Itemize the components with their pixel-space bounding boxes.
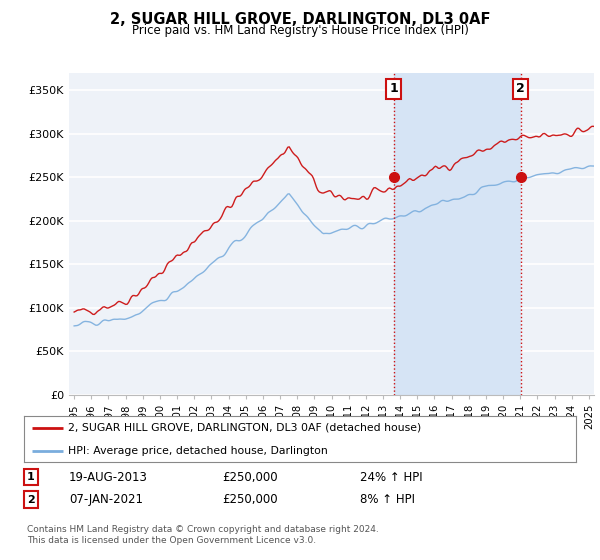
Text: HPI: Average price, detached house, Darlington: HPI: Average price, detached house, Darl…	[68, 446, 328, 455]
Text: £250,000: £250,000	[222, 493, 278, 506]
Text: 2, SUGAR HILL GROVE, DARLINGTON, DL3 0AF (detached house): 2, SUGAR HILL GROVE, DARLINGTON, DL3 0AF…	[68, 423, 421, 432]
Text: 2: 2	[27, 494, 35, 505]
Text: 2, SUGAR HILL GROVE, DARLINGTON, DL3 0AF: 2, SUGAR HILL GROVE, DARLINGTON, DL3 0AF	[110, 12, 490, 27]
Bar	[394, 73, 521, 395]
Text: 1: 1	[27, 472, 35, 482]
Text: 8% ↑ HPI: 8% ↑ HPI	[360, 493, 415, 506]
Text: Contains HM Land Registry data © Crown copyright and database right 2024.
This d: Contains HM Land Registry data © Crown c…	[27, 525, 379, 545]
Text: 2: 2	[516, 82, 525, 95]
Text: Price paid vs. HM Land Registry's House Price Index (HPI): Price paid vs. HM Land Registry's House …	[131, 24, 469, 36]
Text: 19-AUG-2013: 19-AUG-2013	[69, 470, 148, 484]
Text: 07-JAN-2021: 07-JAN-2021	[69, 493, 143, 506]
Text: £250,000: £250,000	[222, 470, 278, 484]
Text: 24% ↑ HPI: 24% ↑ HPI	[360, 470, 422, 484]
Text: 1: 1	[389, 82, 398, 95]
